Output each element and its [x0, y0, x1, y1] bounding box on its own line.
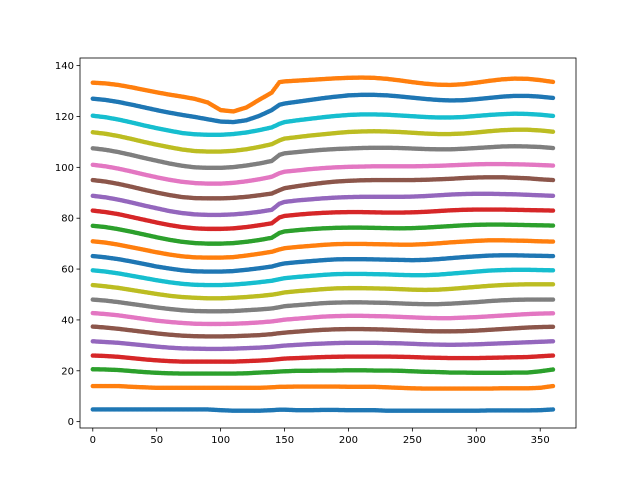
data-point-fill: [549, 353, 554, 358]
data-point-fill: [549, 297, 554, 302]
series-8: [90, 297, 556, 314]
series-7: [90, 310, 556, 327]
data-point-fill: [549, 282, 554, 287]
data-point-fill: [549, 268, 554, 273]
data-point-fill: [549, 239, 554, 244]
series-4: [90, 353, 556, 364]
data-point-fill: [549, 407, 554, 412]
data-point-fill: [549, 223, 554, 228]
data-point-fill: [549, 311, 554, 316]
series-5: [90, 339, 556, 352]
series-9: [90, 282, 556, 301]
data-point-fill: [549, 253, 554, 259]
data-point-fill: [549, 324, 554, 330]
data-point-fill: [549, 384, 554, 389]
series-2: [90, 383, 556, 391]
series-6: [90, 324, 556, 339]
series-layer: [90, 75, 556, 413]
data-point-fill: [549, 339, 554, 344]
data-point-fill: [549, 367, 554, 372]
series-1: [90, 407, 556, 413]
series-3: [90, 367, 556, 376]
